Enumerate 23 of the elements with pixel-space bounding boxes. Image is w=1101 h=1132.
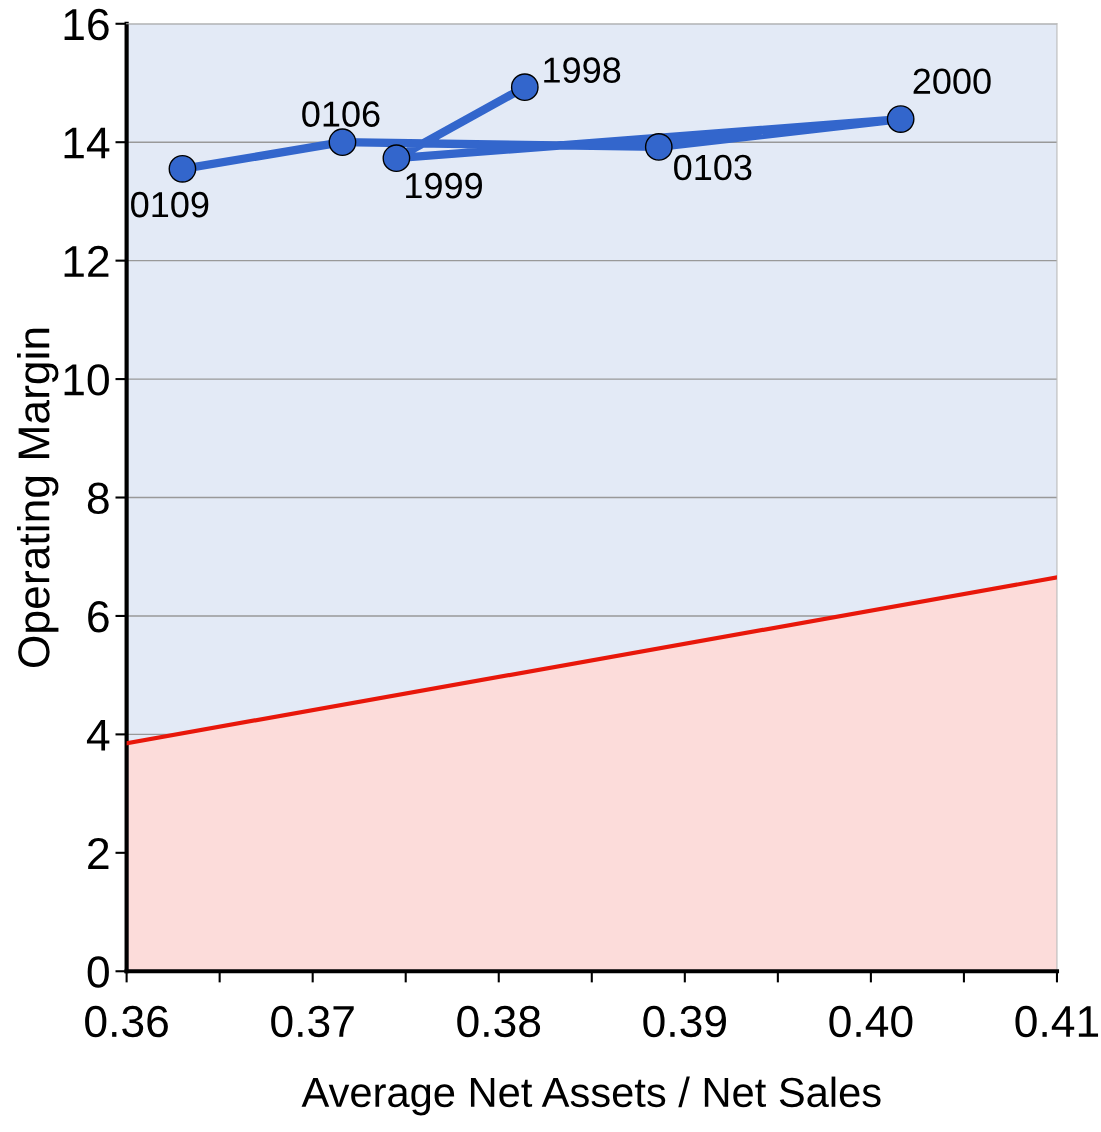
x-tick-label: 0.36 (85, 1005, 168, 1038)
y-tick-label: 16 (64, 8, 109, 41)
x-tick-label: 0.41 (1015, 1005, 1099, 1038)
annotation: 1998 (544, 57, 621, 83)
x-tick-label: 0.38 (457, 1005, 541, 1038)
y-tick-label: 6 (88, 601, 109, 633)
annotation: 0109 (131, 191, 209, 218)
y-tick-label: 12 (64, 245, 109, 277)
annotation: 1999 (406, 172, 482, 199)
x-tick-label: 0.37 (271, 1005, 354, 1038)
y-axis-title: Operating Margin (17, 328, 59, 668)
y-tick-label: 8 (87, 482, 109, 515)
x-tick-label: 0.40 (829, 1005, 913, 1038)
annotation: 0106 (302, 101, 380, 127)
annotation: 0103 (674, 154, 752, 181)
y-tick-label: 10 (64, 364, 109, 396)
y-tick-label: 4 (86, 719, 110, 751)
annotation: 2000 (913, 68, 991, 95)
y-tick-label: 14 (64, 127, 110, 159)
y-tick-label: 2 (88, 837, 109, 869)
x-tick-label: 0.39 (643, 1005, 726, 1038)
x-axis-title: Average Net Assets / Net Sales (301, 1076, 881, 1116)
y-tick-label: 0 (87, 956, 109, 988)
